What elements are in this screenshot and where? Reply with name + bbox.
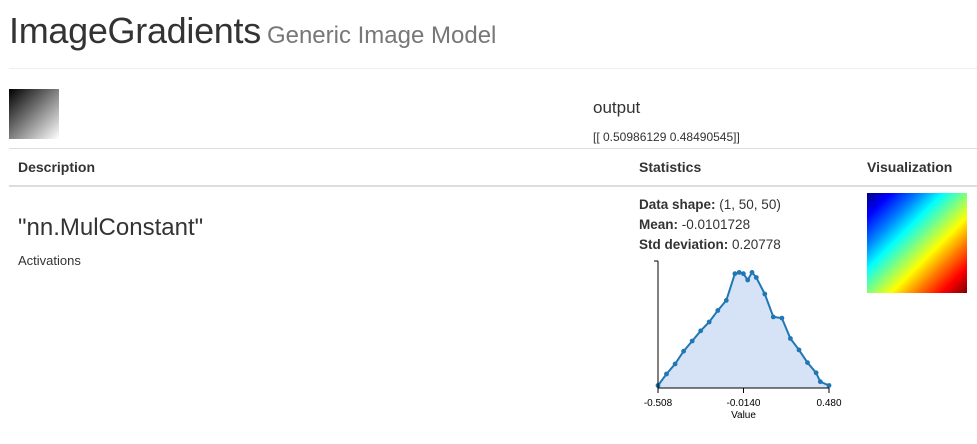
input-image-thumbnail <box>9 89 59 139</box>
stat-std: Std deviation: 0.20778 <box>639 235 781 255</box>
stat-data-shape-value: (1, 50, 50) <box>715 197 781 212</box>
activation-visualization-image <box>867 193 967 293</box>
layer-name: "nn.MulConstant" <box>18 214 204 241</box>
histogram-point-2 <box>672 361 678 367</box>
histogram-x-tick-label-2: 0.480 <box>816 398 841 409</box>
layer-kind: Activations <box>18 253 81 268</box>
column-header-statistics: Statistics <box>639 159 702 175</box>
histogram-point-3 <box>681 348 686 354</box>
histogram-point-22 <box>817 379 823 385</box>
header-divider <box>9 68 977 69</box>
table-top-border <box>9 148 977 149</box>
output-values: [[ 0.50986129 0.48490545]] <box>593 130 740 144</box>
histogram-point-7 <box>715 308 721 313</box>
histogram-point-12 <box>745 277 751 283</box>
histogram-point-23 <box>826 383 832 388</box>
page-header: ImageGradients Generic Image Model <box>9 10 496 52</box>
stat-std-label: Std deviation: <box>639 237 729 252</box>
histogram-point-14 <box>753 275 759 280</box>
histogram-point-8 <box>723 298 729 303</box>
histogram-x-axis-label: Value <box>731 410 756 421</box>
output-label: output <box>593 98 641 117</box>
histogram-point-11 <box>741 271 746 277</box>
histogram-point-9 <box>732 271 738 277</box>
histogram-point-15 <box>762 291 768 297</box>
histogram-point-21 <box>813 370 819 376</box>
histogram-point-20 <box>805 360 810 365</box>
histogram-x-tick-label-1: -0.0140 <box>727 398 761 409</box>
histogram-point-4 <box>689 338 695 344</box>
activation-histogram: -0.508 -0.0140 0.480 Value <box>644 260 842 421</box>
histogram-area <box>658 272 829 388</box>
histogram-point-5 <box>698 328 704 334</box>
column-header-description: Description <box>18 159 96 175</box>
page-title: ImageGradients <box>9 10 261 51</box>
histogram-point-6 <box>706 319 712 325</box>
column-header-visualization: Visualization <box>867 159 953 175</box>
histogram-point-18 <box>788 336 793 341</box>
table-header-divider <box>9 185 977 187</box>
stat-mean-value: -0.0101728 <box>678 217 751 232</box>
page-subtitle: Generic Image Model <box>266 22 497 49</box>
histogram-point-19 <box>796 347 802 353</box>
stat-data-shape-label: Data shape: <box>639 197 716 212</box>
histogram-point-13 <box>749 270 755 275</box>
stat-mean-label: Mean: <box>639 217 679 232</box>
layer-statistics: Data shape: (1, 50, 50) Mean: -0.0101728… <box>639 195 781 255</box>
histogram-point-1 <box>664 371 669 377</box>
histogram-point-10 <box>736 270 742 275</box>
stat-data-shape: Data shape: (1, 50, 50) <box>639 195 781 215</box>
histogram-point-16 <box>770 314 776 320</box>
histogram-point-17 <box>779 315 785 321</box>
histogram-x-tick-label-0: -0.508 <box>644 398 673 409</box>
stat-mean: Mean: -0.0101728 <box>639 215 781 235</box>
stat-std-value: 0.20778 <box>728 237 781 252</box>
